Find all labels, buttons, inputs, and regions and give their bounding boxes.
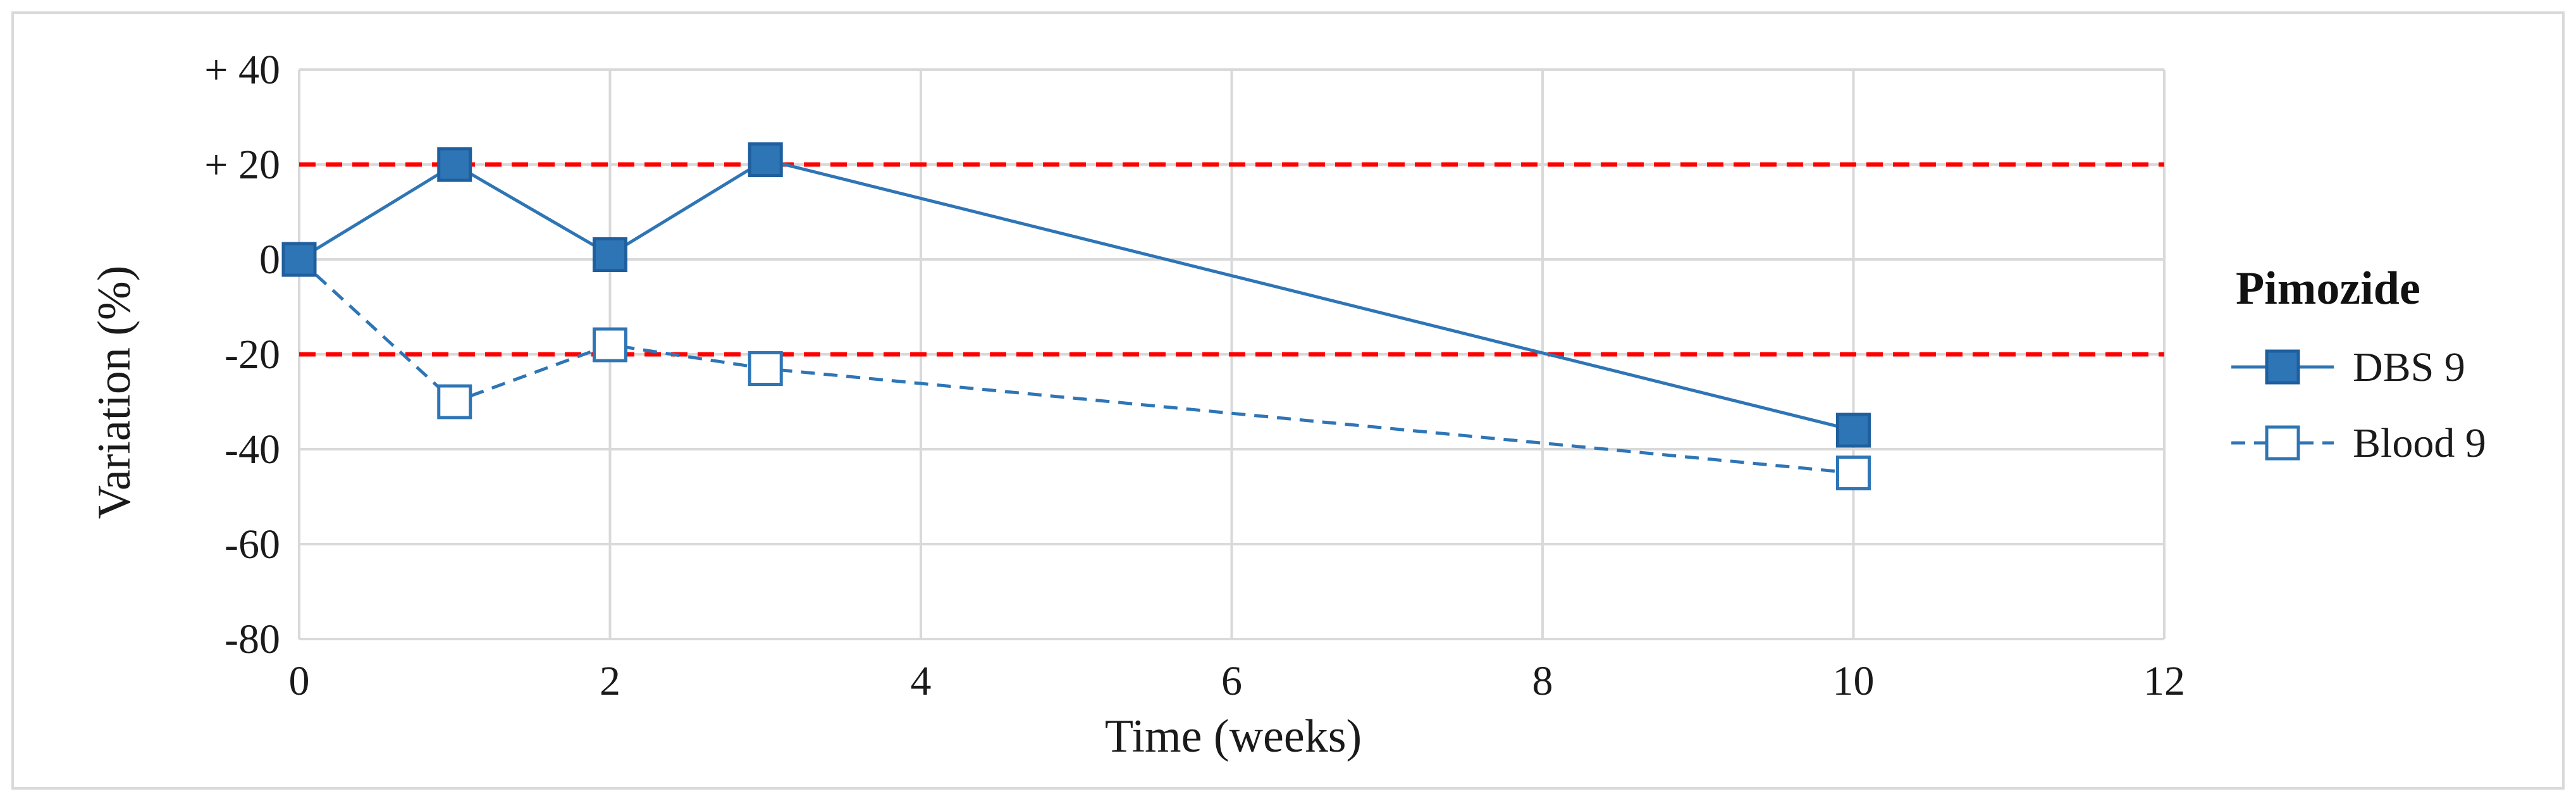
reference-lines (299, 162, 2164, 357)
y-axis-title: Variation (%) (89, 266, 140, 519)
y-tick-label: -60 (225, 521, 280, 568)
x-tick-label: 4 (911, 658, 932, 704)
legend-label: Blood 9 (2353, 420, 2486, 466)
chart-frame (11, 11, 2565, 790)
y-tick-label: -40 (225, 426, 280, 473)
data-point-marker (748, 142, 783, 177)
data-point-marker (281, 242, 317, 277)
data-point-marker (748, 351, 783, 386)
legend: Pimozide DBS 9 Blood 9 (2231, 263, 2486, 466)
y-tick-label: -80 (225, 616, 280, 662)
tick-labels: + 40+ 200-20-40-60-800 2 4 6 8 10 12 (204, 47, 2185, 704)
data-point-marker (593, 327, 627, 363)
data-point-marker (1836, 413, 1871, 448)
x-tick-label: 2 (600, 658, 620, 704)
y-tick-label: -20 (225, 332, 280, 378)
y-tick-label: + 20 (204, 142, 280, 188)
legend-marker (2265, 425, 2300, 461)
y-tick-label: 0 (259, 237, 280, 283)
series-line-blood-9 (298, 258, 1854, 475)
data-point-marker (437, 384, 472, 419)
x-tick-label: 12 (2143, 658, 2185, 704)
legend-title: Pimozide (2236, 263, 2420, 314)
x-tick-label: 8 (1532, 658, 1553, 704)
legend-label: DBS 9 (2353, 344, 2465, 390)
data-point-marker (437, 147, 472, 182)
data-point-marker (1836, 456, 1871, 490)
x-tick-label: 6 (1221, 658, 1242, 704)
y-tick-label: + 40 (204, 47, 280, 93)
x-tick-label: 10 (1833, 658, 1875, 704)
x-axis-title: Time (weeks) (1105, 711, 1362, 762)
legend-marker (2265, 349, 2300, 385)
x-tick-label: 0 (289, 658, 310, 704)
series-line-dbs-9 (298, 158, 1854, 432)
series-lines (281, 142, 1871, 490)
data-point-marker (593, 237, 627, 272)
